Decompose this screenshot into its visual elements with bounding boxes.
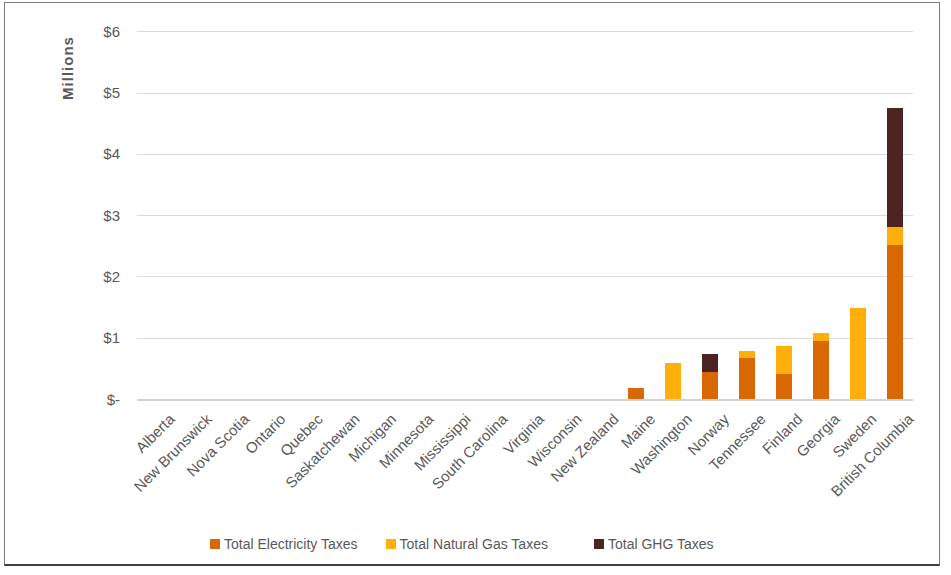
y-axis-tick-label: $- <box>40 391 120 409</box>
legend-item: Total GHG Taxes <box>594 536 714 552</box>
bar-segment <box>887 108 903 227</box>
bar-segment <box>702 354 718 372</box>
bar-segment <box>887 227 903 245</box>
legend: Total Electricity Taxes Total Natural Gas… <box>180 536 714 552</box>
legend-item: Total Natural Gas Taxes <box>386 536 548 552</box>
chart-page: Millions $-$1$2$3$4$5$6 AlbertaNew Bruns… <box>0 0 951 575</box>
legend-label: Total Natural Gas Taxes <box>400 536 548 552</box>
y-axis-tick-label: $6 <box>40 23 120 41</box>
gridline <box>137 276 913 277</box>
y-axis-tick-label: $1 <box>40 329 120 347</box>
legend-swatch-icon <box>594 539 604 549</box>
gridline <box>137 93 913 94</box>
bar-segment <box>739 351 755 358</box>
legend-label: Total GHG Taxes <box>608 536 714 552</box>
legend-item: Total Electricity Taxes <box>210 536 358 552</box>
y-axis-tick-label: $3 <box>40 207 120 225</box>
bar-segment <box>813 333 829 341</box>
y-axis-tick-label: $5 <box>40 84 120 102</box>
bar-segment <box>776 346 792 374</box>
bar-segment <box>850 308 866 400</box>
bar-segment <box>665 363 681 400</box>
y-axis-tick-label: $2 <box>40 268 120 286</box>
legend-swatch-icon <box>210 539 220 549</box>
bar-segment <box>702 372 718 400</box>
bar-segment <box>739 358 755 399</box>
bar-segment <box>813 341 829 399</box>
gridline <box>137 154 913 155</box>
bar-segment <box>887 245 903 399</box>
legend-swatch-icon <box>386 539 396 549</box>
x-axis-line <box>137 399 913 401</box>
gridline <box>137 338 913 339</box>
bar-segment <box>776 374 792 399</box>
y-axis-tick-label: $4 <box>40 145 120 163</box>
bar-segment <box>628 388 644 399</box>
gridline <box>137 31 913 32</box>
gridline <box>137 215 913 216</box>
legend-label: Total Electricity Taxes <box>224 536 358 552</box>
